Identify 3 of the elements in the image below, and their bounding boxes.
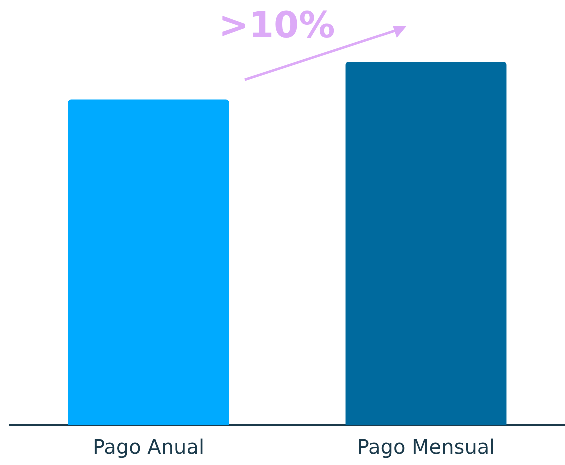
text: >10% [218, 5, 336, 46]
x-tick-label: Pago Mensual [357, 435, 496, 460]
x-tick-label: Pago Anual [92, 435, 205, 460]
